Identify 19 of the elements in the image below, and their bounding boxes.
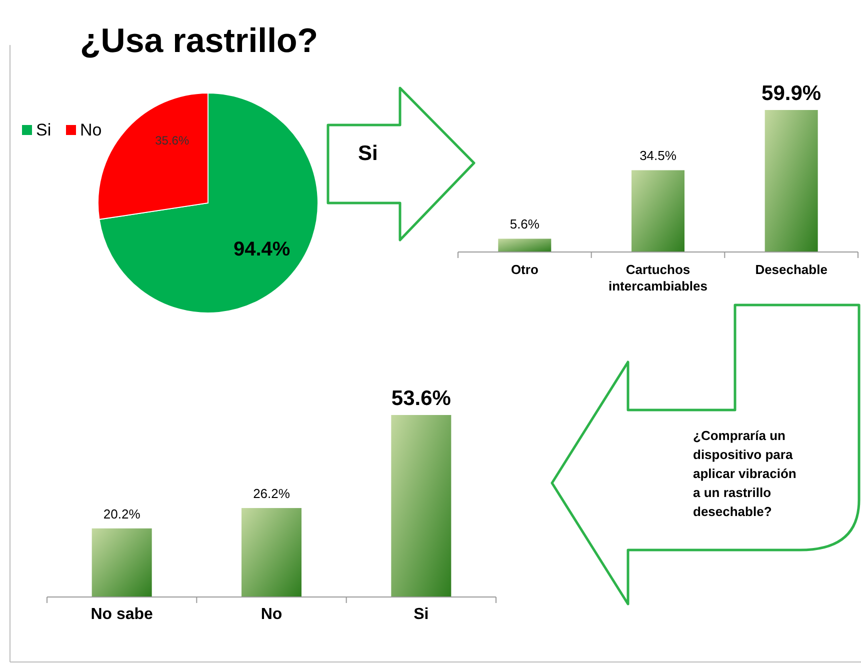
data-label: 59.9% xyxy=(762,82,822,105)
text: ¿Compraría un dispositivo para aplicar vibración a un rastrillo desechable? xyxy=(693,428,796,519)
x-tick-label: Si xyxy=(414,606,429,623)
data-label: 20.2% xyxy=(103,506,141,522)
text: Si xyxy=(358,142,378,165)
x-tick-label: Cartuchos intercambiables xyxy=(608,262,708,294)
x-tick-label: No sabe xyxy=(90,606,154,623)
data-label: 34.5% xyxy=(640,148,677,164)
data-label: 35.6% xyxy=(155,134,190,148)
x-tick-label: No xyxy=(260,606,282,623)
legend-label: Si xyxy=(36,120,52,140)
data-label: 26.2% xyxy=(253,486,290,502)
data-label: 53.6% xyxy=(391,387,452,410)
data-label: 94.4% xyxy=(234,238,290,261)
chart-title: ¿Usa rastrillo? xyxy=(80,22,318,60)
data-label: 5.6% xyxy=(510,216,540,232)
x-tick-label: Otro xyxy=(510,262,538,277)
x-tick-label: Desechable xyxy=(755,262,828,277)
legend-label: No xyxy=(80,120,102,140)
